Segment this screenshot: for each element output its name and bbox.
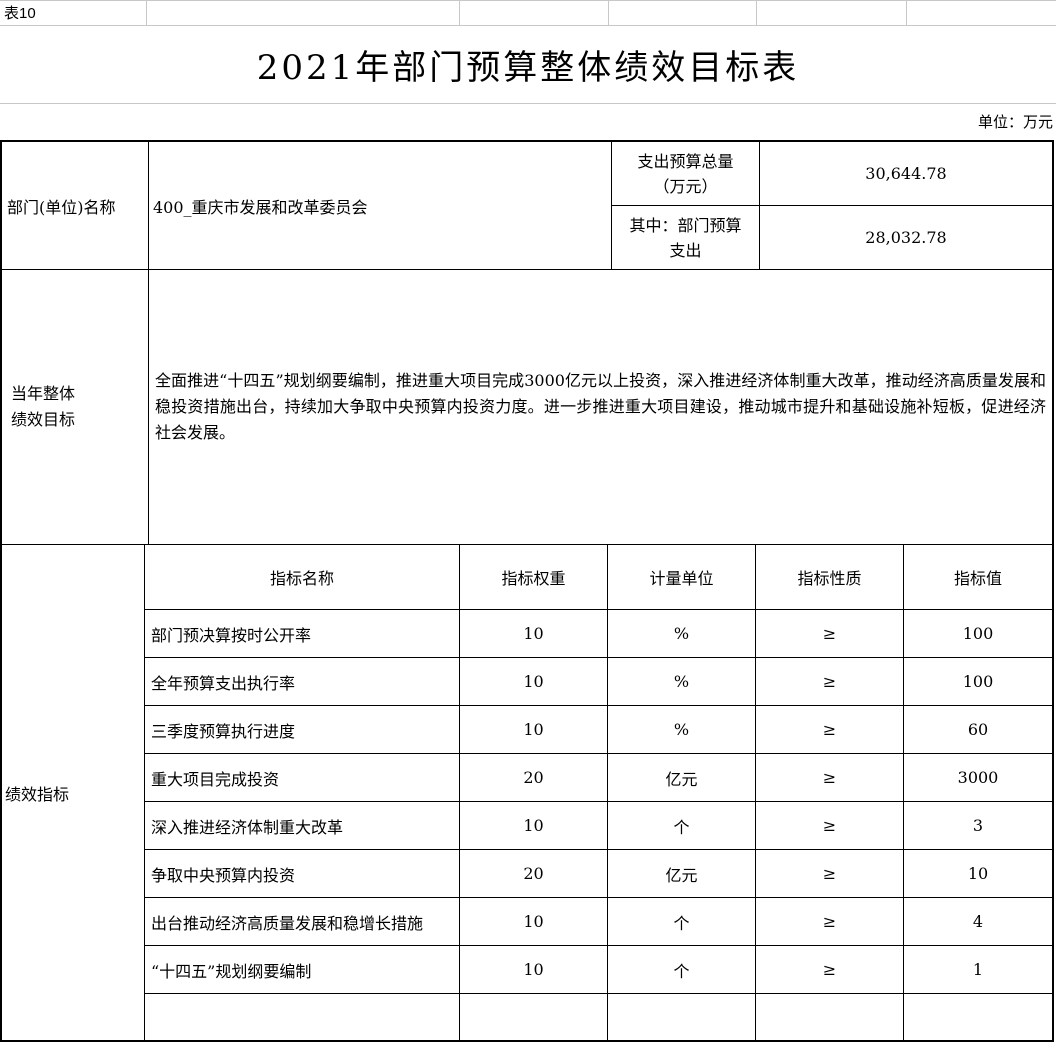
indicators-header-row: 指标名称 指标权重 计量单位 指标性质 指标值 — [145, 545, 1052, 610]
indicator-unit-cell: 亿元 — [608, 850, 756, 897]
indicator-unit-cell: 个 — [608, 898, 756, 945]
indicator-nature-cell: ≥ — [756, 898, 904, 945]
indicator-unit-cell — [608, 994, 756, 1040]
indicator-nature-cell: ≥ — [756, 802, 904, 849]
indicators-section: 绩效指标 指标名称 指标权重 计量单位 指标性质 指标值 部门预决算按时公开率 … — [2, 545, 1052, 1040]
department-name-value: 400_重庆市发展和改革委员会 — [149, 142, 612, 269]
dept-budget-row: 其中：部门预算支出 28,032.78 — [612, 206, 1052, 269]
indicator-weight-cell: 10 — [460, 610, 608, 657]
indicator-unit-cell: % — [608, 610, 756, 657]
department-row: 部门(单位)名称 400_重庆市发展和改革委员会 支出预算总量（万元） 30,6… — [2, 142, 1052, 270]
grid-cell — [907, 1, 1056, 25]
grid-cell — [460, 1, 609, 25]
page-title: 2021年部门预算整体绩效目标表 — [256, 48, 800, 88]
indicator-unit-cell: % — [608, 706, 756, 753]
indicator-nature-cell: ≥ — [756, 946, 904, 993]
indicator-value-cell: 10 — [967, 864, 989, 883]
indicator-name-cell: 全年预算支出执行率 — [145, 658, 460, 705]
indicator-nature-cell: ≥ — [756, 658, 904, 705]
indicator-nature-cell: ≥ — [756, 850, 904, 897]
indicators-table: 指标名称 指标权重 计量单位 指标性质 指标值 部门预决算按时公开率 10 % … — [145, 545, 1052, 1040]
column-header-weight: 指标权重 — [460, 545, 608, 609]
indicator-name-cell: 深入推进经济体制重大改革 — [145, 802, 460, 849]
annual-goal-row: 当年整体绩效目标 全面推进“十四五”规划纲要编制，推进重大项目完成3000亿元以… — [2, 270, 1052, 545]
indicator-name-cell: 出台推动经济高质量发展和稳增长措施 — [145, 898, 460, 945]
indicator-nature-cell: ≥ — [756, 754, 904, 801]
column-header-unit: 计量单位 — [608, 545, 756, 609]
grid-cell — [147, 1, 460, 25]
indicator-value-cell: 3 — [972, 816, 984, 835]
table-number-label: 表10 — [4, 5, 36, 22]
indicator-weight-cell: 10 — [460, 946, 608, 993]
indicator-value-cell: 60 — [967, 720, 989, 739]
indicator-unit-cell: 个 — [608, 946, 756, 993]
budget-total-value: 30,644.78 — [865, 164, 947, 183]
indicator-nature-cell: ≥ — [756, 706, 904, 753]
indicator-row: 重大项目完成投资 20 亿元 ≥ 3000 — [145, 754, 1052, 802]
indicators-section-label: 绩效指标 — [2, 545, 145, 1040]
budget-summary-column: 支出预算总量（万元） 30,644.78 其中：部门预算支出 28,032.78 — [612, 142, 1052, 269]
indicator-weight-cell — [460, 994, 608, 1040]
indicator-nature-cell: ≥ — [756, 610, 904, 657]
grid-cell — [609, 1, 757, 25]
main-table: 部门(单位)名称 400_重庆市发展和改革委员会 支出预算总量（万元） 30,6… — [0, 140, 1054, 1042]
indicator-unit-cell: 个 — [608, 802, 756, 849]
indicator-unit-cell: 亿元 — [608, 754, 756, 801]
indicator-name-cell: 重大项目完成投资 — [145, 754, 460, 801]
indicator-name-cell: 部门预决算按时公开率 — [145, 610, 460, 657]
annual-goal-label: 当年整体绩效目标 — [11, 384, 76, 429]
budget-total-row: 支出预算总量（万元） 30,644.78 — [612, 142, 1052, 206]
indicator-value-cell: 1 — [972, 960, 984, 979]
column-header-nature: 指标性质 — [756, 545, 904, 609]
indicator-row: 出台推动经济高质量发展和稳增长措施 10 个 ≥ 4 — [145, 898, 1052, 946]
indicator-row — [145, 994, 1052, 1040]
indicator-row: 深入推进经济体制重大改革 10 个 ≥ 3 — [145, 802, 1052, 850]
indicator-name-cell: 争取中央预算内投资 — [145, 850, 460, 897]
indicator-value-cell — [904, 994, 1052, 1040]
indicator-weight-cell: 20 — [460, 850, 608, 897]
indicator-name-cell — [145, 994, 460, 1040]
indicator-nature-cell — [756, 994, 904, 1040]
indicator-weight-cell: 10 — [460, 658, 608, 705]
indicator-weight-cell: 10 — [460, 802, 608, 849]
indicator-row: 全年预算支出执行率 10 % ≥ 100 — [145, 658, 1052, 706]
indicator-weight-cell: 20 — [460, 754, 608, 801]
indicator-row: “十四五”规划纲要编制 10 个 ≥ 1 — [145, 946, 1052, 994]
annual-goal-label-cell: 当年整体绩效目标 — [2, 270, 149, 544]
indicator-value-cell: 3000 — [957, 768, 999, 787]
title-row: 2021年部门预算整体绩效目标表 — [0, 26, 1056, 104]
grid-cell — [757, 1, 907, 25]
dept-budget-label: 其中：部门预算支出 — [612, 206, 760, 269]
column-header-name: 指标名称 — [145, 545, 460, 609]
column-header-value: 指标值 — [953, 569, 1002, 588]
indicator-weight-cell: 10 — [460, 898, 608, 945]
indicator-name-cell: 三季度预算执行进度 — [145, 706, 460, 753]
indicator-row: 部门预决算按时公开率 10 % ≥ 100 — [145, 610, 1052, 658]
indicator-row: 三季度预算执行进度 10 % ≥ 60 — [145, 706, 1052, 754]
indicator-value-cell: 100 — [962, 624, 994, 643]
indicator-row: 争取中央预算内投资 20 亿元 ≥ 10 — [145, 850, 1052, 898]
budget-total-label: 支出预算总量（万元） — [612, 142, 760, 205]
sheet-grid-row: 表10 — [0, 0, 1056, 26]
indicator-value-cell: 100 — [962, 672, 994, 691]
indicator-name-cell: “十四五”规划纲要编制 — [145, 946, 460, 993]
dept-budget-value: 28,032.78 — [865, 228, 947, 247]
grid-cell-corner: 表10 — [0, 1, 147, 25]
indicator-value-cell: 4 — [972, 912, 984, 931]
indicator-weight-cell: 10 — [460, 706, 608, 753]
indicator-rows: 部门预决算按时公开率 10 % ≥ 100 全年预算支出执行率 10 % ≥ 1… — [145, 610, 1052, 1040]
department-name-label: 部门(单位)名称 — [2, 142, 149, 269]
indicator-unit-cell: % — [608, 658, 756, 705]
unit-note-row: 单位：万元 — [0, 104, 1056, 140]
annual-goal-text: 全面推进“十四五”规划纲要编制，推进重大项目完成3000亿元以上投资，深入推进经… — [155, 371, 1046, 442]
unit-note: 单位：万元 — [977, 113, 1053, 131]
